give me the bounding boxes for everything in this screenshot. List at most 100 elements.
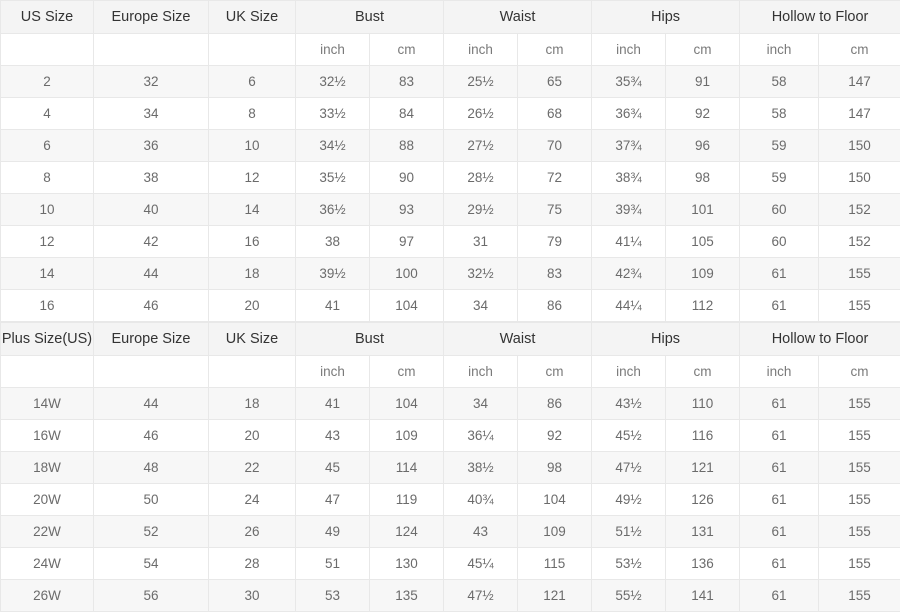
cell-bust-inch: 39½ xyxy=(296,258,370,290)
cell-waist-cm: 115 xyxy=(518,548,592,580)
cell-size: 14 xyxy=(1,258,94,290)
cell-waist-inch: 32½ xyxy=(444,258,518,290)
cell-hips-cm: 98 xyxy=(666,162,740,194)
cell-hollow-inch: 61 xyxy=(740,258,819,290)
cell-size: 26W xyxy=(1,580,94,612)
cell-hollow-inch: 61 xyxy=(740,290,819,322)
cell-europe-size: 44 xyxy=(94,258,209,290)
cell-bust-inch: 41 xyxy=(296,388,370,420)
column-header-europe-size: Europe Size xyxy=(94,1,209,34)
cell-hollow-cm: 155 xyxy=(819,548,900,580)
cell-hollow-cm: 155 xyxy=(819,290,900,322)
unit-cell-hips-inch: inch xyxy=(592,34,666,66)
cell-bust-cm: 135 xyxy=(370,580,444,612)
cell-bust-inch: 53 xyxy=(296,580,370,612)
cell-waist-cm: 104 xyxy=(518,484,592,516)
standard-header-row: US Size Europe Size UK Size Bust Waist H… xyxy=(1,1,900,34)
plus-size-table: Plus Size(US) Europe Size UK Size Bust W… xyxy=(0,322,900,612)
cell-waist-inch: 36¼ xyxy=(444,420,518,452)
cell-bust-inch: 35½ xyxy=(296,162,370,194)
cell-waist-inch: 27½ xyxy=(444,130,518,162)
unit-cell-bust-inch: inch xyxy=(296,34,370,66)
cell-size: 4 xyxy=(1,98,94,130)
column-header-bust: Bust xyxy=(296,323,444,356)
cell-uk-size: 18 xyxy=(209,388,296,420)
cell-europe-size: 52 xyxy=(94,516,209,548)
cell-waist-cm: 65 xyxy=(518,66,592,98)
cell-hips-cm: 91 xyxy=(666,66,740,98)
cell-hollow-cm: 155 xyxy=(819,516,900,548)
cell-hips-inch: 35¾ xyxy=(592,66,666,98)
cell-hollow-inch: 61 xyxy=(740,388,819,420)
cell-bust-inch: 41 xyxy=(296,290,370,322)
unit-cell-plus-size-us xyxy=(1,356,94,388)
cell-hips-inch: 41¼ xyxy=(592,226,666,258)
cell-bust-cm: 130 xyxy=(370,548,444,580)
plus-header-row: Plus Size(US) Europe Size UK Size Bust W… xyxy=(1,323,900,356)
unit-cell-hollow-cm: cm xyxy=(819,356,900,388)
standard-unit-row: inch cm inch cm inch cm inch cm xyxy=(1,34,900,66)
cell-waist-inch: 34 xyxy=(444,388,518,420)
column-header-europe-size: Europe Size xyxy=(94,323,209,356)
cell-hollow-cm: 155 xyxy=(819,258,900,290)
cell-bust-inch: 47 xyxy=(296,484,370,516)
unit-cell-hollow-inch: inch xyxy=(740,34,819,66)
cell-uk-size: 14 xyxy=(209,194,296,226)
cell-waist-cm: 109 xyxy=(518,516,592,548)
column-header-plus-size-us: Plus Size(US) xyxy=(1,323,94,356)
cell-europe-size: 46 xyxy=(94,420,209,452)
cell-hips-cm: 109 xyxy=(666,258,740,290)
cell-hips-inch: 53½ xyxy=(592,548,666,580)
cell-size: 14W xyxy=(1,388,94,420)
cell-size: 24W xyxy=(1,548,94,580)
cell-bust-cm: 119 xyxy=(370,484,444,516)
cell-hips-cm: 112 xyxy=(666,290,740,322)
cell-bust-cm: 83 xyxy=(370,66,444,98)
column-header-waist: Waist xyxy=(444,1,592,34)
cell-europe-size: 34 xyxy=(94,98,209,130)
cell-waist-inch: 29½ xyxy=(444,194,518,226)
cell-europe-size: 44 xyxy=(94,388,209,420)
cell-bust-inch: 33½ xyxy=(296,98,370,130)
cell-uk-size: 18 xyxy=(209,258,296,290)
cell-europe-size: 36 xyxy=(94,130,209,162)
cell-hollow-cm: 150 xyxy=(819,162,900,194)
cell-hips-cm: 101 xyxy=(666,194,740,226)
cell-europe-size: 40 xyxy=(94,194,209,226)
cell-hollow-inch: 61 xyxy=(740,484,819,516)
unit-cell-waist-inch: inch xyxy=(444,34,518,66)
cell-uk-size: 24 xyxy=(209,484,296,516)
cell-hollow-cm: 155 xyxy=(819,452,900,484)
cell-europe-size: 54 xyxy=(94,548,209,580)
unit-cell-us-size xyxy=(1,34,94,66)
unit-cell-hips-cm: cm xyxy=(666,356,740,388)
cell-hollow-cm: 155 xyxy=(819,580,900,612)
column-header-uk-size: UK Size xyxy=(209,323,296,356)
unit-cell-hollow-inch: inch xyxy=(740,356,819,388)
column-header-us-size: US Size xyxy=(1,1,94,34)
plus-table-head: Plus Size(US) Europe Size UK Size Bust W… xyxy=(1,323,900,388)
cell-hips-cm: 105 xyxy=(666,226,740,258)
unit-cell-uk-size xyxy=(209,356,296,388)
cell-bust-cm: 88 xyxy=(370,130,444,162)
unit-cell-waist-inch: inch xyxy=(444,356,518,388)
unit-cell-hips-cm: cm xyxy=(666,34,740,66)
cell-bust-inch: 49 xyxy=(296,516,370,548)
cell-europe-size: 48 xyxy=(94,452,209,484)
cell-uk-size: 6 xyxy=(209,66,296,98)
cell-hips-inch: 39¾ xyxy=(592,194,666,226)
cell-bust-cm: 104 xyxy=(370,388,444,420)
cell-waist-cm: 83 xyxy=(518,258,592,290)
cell-hips-inch: 36¾ xyxy=(592,98,666,130)
cell-hips-cm: 110 xyxy=(666,388,740,420)
